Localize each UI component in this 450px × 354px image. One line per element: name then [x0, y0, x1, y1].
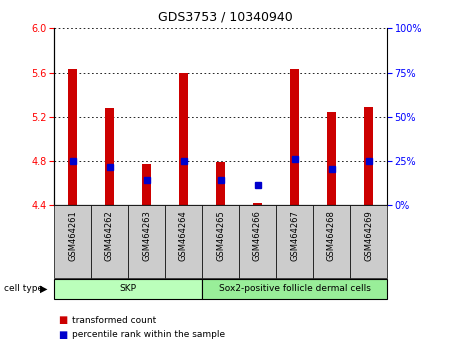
Text: GSM464264: GSM464264: [179, 210, 188, 261]
Bar: [142, 164, 151, 205]
Bar: [290, 69, 299, 205]
Bar: [276, 205, 313, 278]
Bar: [179, 73, 188, 205]
Text: GDS3753 / 10340940: GDS3753 / 10340940: [158, 11, 292, 24]
Bar: [54, 205, 91, 278]
Text: GSM464263: GSM464263: [142, 210, 151, 261]
Text: ■: ■: [58, 315, 68, 325]
Text: percentile rank within the sample: percentile rank within the sample: [72, 330, 225, 339]
Text: ▶: ▶: [40, 284, 47, 294]
Text: GSM464262: GSM464262: [105, 210, 114, 261]
Bar: [128, 205, 165, 278]
Bar: [54, 279, 202, 299]
Bar: [91, 205, 128, 278]
Text: transformed count: transformed count: [72, 316, 156, 325]
Text: Sox2-positive follicle dermal cells: Sox2-positive follicle dermal cells: [219, 284, 370, 293]
Bar: [313, 205, 350, 278]
Text: GSM464261: GSM464261: [68, 210, 77, 261]
Text: GSM464267: GSM464267: [290, 210, 299, 261]
Bar: [202, 205, 239, 278]
Text: GSM464269: GSM464269: [364, 210, 373, 261]
Bar: [239, 205, 276, 278]
Bar: [105, 108, 114, 205]
Text: cell type: cell type: [4, 284, 44, 293]
Text: SKP: SKP: [120, 284, 136, 293]
Bar: [364, 107, 373, 205]
Bar: [350, 205, 387, 278]
Bar: [253, 203, 262, 205]
Text: GSM464266: GSM464266: [253, 210, 262, 261]
Bar: [165, 205, 202, 278]
Bar: [202, 279, 387, 299]
Bar: [68, 69, 77, 205]
Text: GSM464268: GSM464268: [327, 210, 336, 261]
Bar: [216, 162, 225, 205]
Text: ■: ■: [58, 330, 68, 339]
Bar: [327, 113, 336, 205]
Text: GSM464265: GSM464265: [216, 210, 225, 261]
